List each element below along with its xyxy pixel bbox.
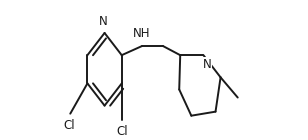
Text: Cl: Cl: [63, 119, 75, 132]
Text: Cl: Cl: [116, 125, 128, 138]
Text: NH: NH: [133, 27, 151, 40]
Text: N: N: [203, 58, 211, 71]
Text: N: N: [99, 15, 107, 28]
